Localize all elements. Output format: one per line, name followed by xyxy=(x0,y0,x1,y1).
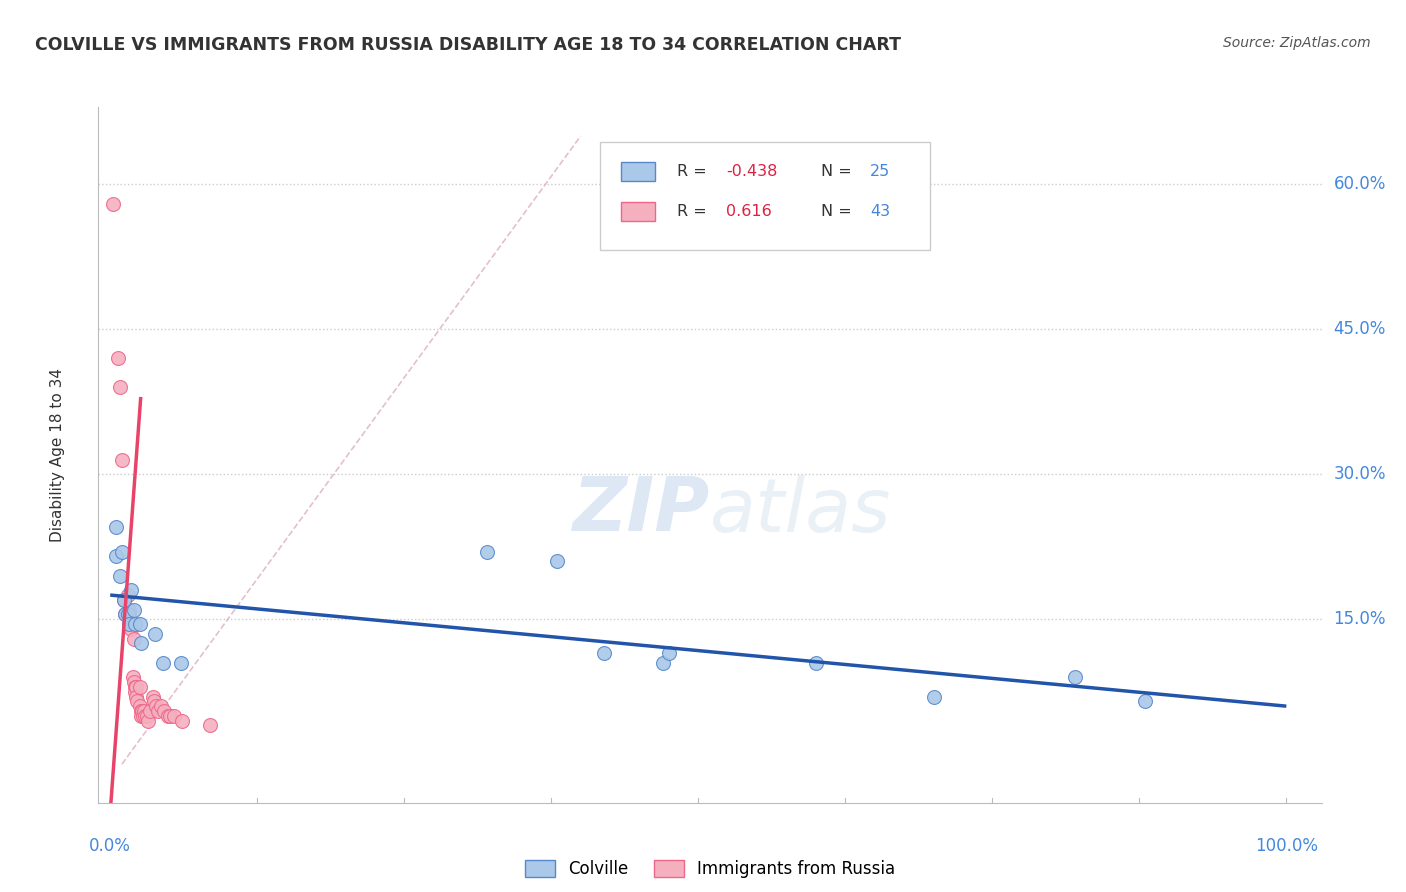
Text: N =: N = xyxy=(821,164,858,179)
Point xyxy=(120,617,142,632)
Point xyxy=(128,680,150,694)
Point xyxy=(125,690,148,704)
Point xyxy=(111,452,134,467)
Text: R =: R = xyxy=(678,164,711,179)
Point xyxy=(124,617,146,632)
Text: 25: 25 xyxy=(870,164,890,179)
Text: 0.0%: 0.0% xyxy=(89,837,131,855)
Point xyxy=(105,520,128,534)
Point xyxy=(101,196,124,211)
FancyBboxPatch shape xyxy=(620,202,655,221)
Point xyxy=(115,607,138,622)
Text: R =: R = xyxy=(678,204,717,219)
Point xyxy=(141,690,163,704)
Point xyxy=(136,714,159,728)
Point xyxy=(118,602,141,616)
Point xyxy=(922,690,945,704)
Point xyxy=(163,708,186,723)
Point xyxy=(117,588,139,602)
Point xyxy=(804,656,827,670)
Point xyxy=(475,544,498,558)
Point xyxy=(114,607,136,622)
Point xyxy=(129,704,152,718)
Text: 60.0%: 60.0% xyxy=(1333,176,1386,194)
Text: COLVILLE VS IMMIGRANTS FROM RUSSIA DISABILITY AGE 18 TO 34 CORRELATION CHART: COLVILLE VS IMMIGRANTS FROM RUSSIA DISAB… xyxy=(35,36,901,54)
Text: 100.0%: 100.0% xyxy=(1254,837,1317,855)
Point xyxy=(156,708,179,723)
Point xyxy=(159,708,181,723)
Point xyxy=(148,704,170,718)
Point xyxy=(107,351,129,366)
Point xyxy=(1063,670,1085,684)
Point xyxy=(658,646,681,660)
Point xyxy=(105,549,128,564)
Point xyxy=(118,617,141,632)
Point xyxy=(170,656,193,670)
Point xyxy=(135,708,157,723)
Point xyxy=(108,380,131,394)
Point xyxy=(124,684,146,698)
Point xyxy=(122,602,145,616)
Text: Disability Age 18 to 34: Disability Age 18 to 34 xyxy=(49,368,65,542)
Point xyxy=(128,617,150,632)
Text: Source: ZipAtlas.com: Source: ZipAtlas.com xyxy=(1223,36,1371,50)
Point xyxy=(139,704,162,718)
Text: 0.616: 0.616 xyxy=(725,204,772,219)
Point xyxy=(152,656,174,670)
Point xyxy=(120,583,142,598)
Text: 43: 43 xyxy=(870,204,890,219)
FancyBboxPatch shape xyxy=(620,162,655,181)
Point xyxy=(142,694,165,708)
FancyBboxPatch shape xyxy=(600,142,931,250)
Point xyxy=(114,607,136,622)
Text: 15.0%: 15.0% xyxy=(1333,610,1386,628)
Point xyxy=(546,554,568,568)
Point xyxy=(112,592,135,607)
Point xyxy=(120,617,142,632)
Point xyxy=(134,704,156,718)
Text: 45.0%: 45.0% xyxy=(1333,320,1386,338)
Point xyxy=(129,708,152,723)
Text: 30.0%: 30.0% xyxy=(1333,466,1386,483)
Point xyxy=(652,656,675,670)
Point xyxy=(198,718,221,732)
Point xyxy=(593,646,616,660)
Text: ZIP: ZIP xyxy=(572,474,710,547)
Point xyxy=(153,704,176,718)
Point xyxy=(120,622,142,636)
Point xyxy=(143,626,166,640)
Point xyxy=(127,694,149,708)
Point xyxy=(131,704,153,718)
Point xyxy=(129,636,152,650)
Point xyxy=(1135,694,1157,708)
Point xyxy=(128,699,150,714)
Text: -0.438: -0.438 xyxy=(725,164,778,179)
Text: atlas: atlas xyxy=(710,475,891,547)
Point xyxy=(122,675,145,690)
Point xyxy=(118,607,141,622)
Point xyxy=(122,632,145,646)
Text: N =: N = xyxy=(821,204,858,219)
Point xyxy=(125,680,148,694)
Point xyxy=(134,708,156,723)
Point xyxy=(117,607,139,622)
Point xyxy=(170,714,193,728)
Point xyxy=(121,670,143,684)
Point xyxy=(108,568,131,582)
Legend: Colville, Immigrants from Russia: Colville, Immigrants from Russia xyxy=(519,854,901,885)
Point xyxy=(111,544,134,558)
Point xyxy=(149,699,172,714)
Point xyxy=(145,699,167,714)
Point xyxy=(112,592,135,607)
Point xyxy=(124,680,146,694)
Point xyxy=(132,708,155,723)
